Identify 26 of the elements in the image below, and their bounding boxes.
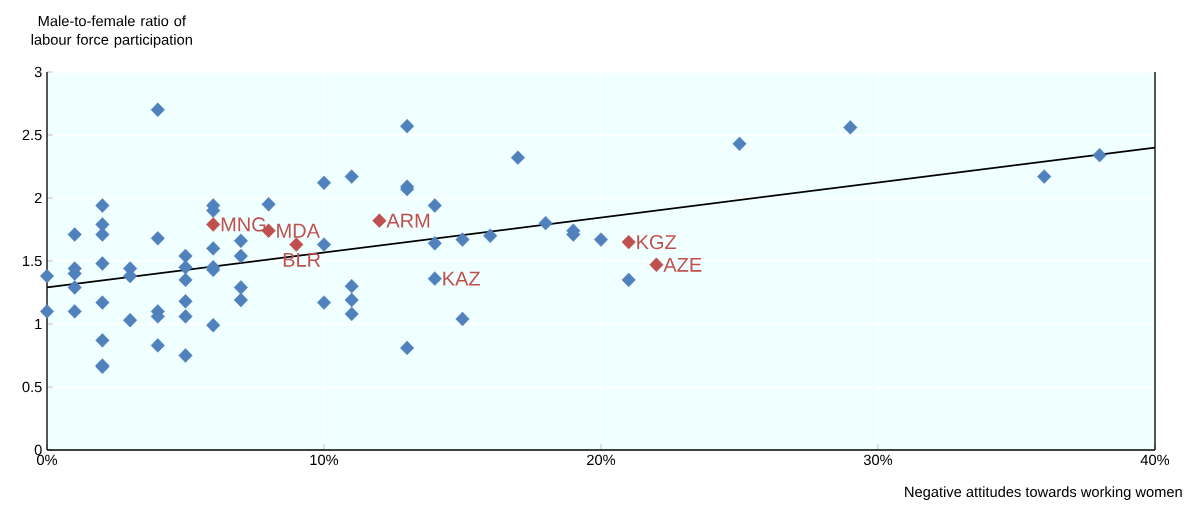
x-tick-label: 0% (36, 454, 58, 466)
point (649, 257, 664, 272)
y-tick-label: 2.5 (22, 129, 42, 141)
y-tick-label: 2 (34, 192, 42, 204)
y-tick-label: 3 (34, 66, 42, 78)
x-tick-label: 30% (863, 454, 893, 466)
point (206, 217, 221, 232)
y-tick-label: 1 (35, 318, 42, 330)
annotation: KGZ (637, 235, 677, 250)
annotation: MNG (221, 217, 266, 232)
point (289, 237, 304, 252)
annotation: MDA (277, 223, 320, 238)
x-axis-title: Negative attitudes towards working women (905, 486, 1182, 500)
x-tick-label: 20% (587, 454, 616, 466)
annotation: BLR (283, 252, 321, 267)
point (372, 213, 387, 228)
y-axis-title: Male-to-female ratio of labour force participation (31, 15, 192, 48)
x-tick-label: 40% (1140, 454, 1170, 466)
x-tick-label: 10% (310, 454, 339, 466)
annotation: KAZ (443, 271, 480, 286)
point (621, 234, 636, 250)
y-tick-label: 1.5 (23, 255, 42, 267)
annotation: AZE (663, 257, 702, 272)
y-tick-label: 0.5 (22, 381, 42, 393)
annotation: ARM (386, 213, 430, 228)
y-tick-label: 0 (34, 444, 42, 456)
